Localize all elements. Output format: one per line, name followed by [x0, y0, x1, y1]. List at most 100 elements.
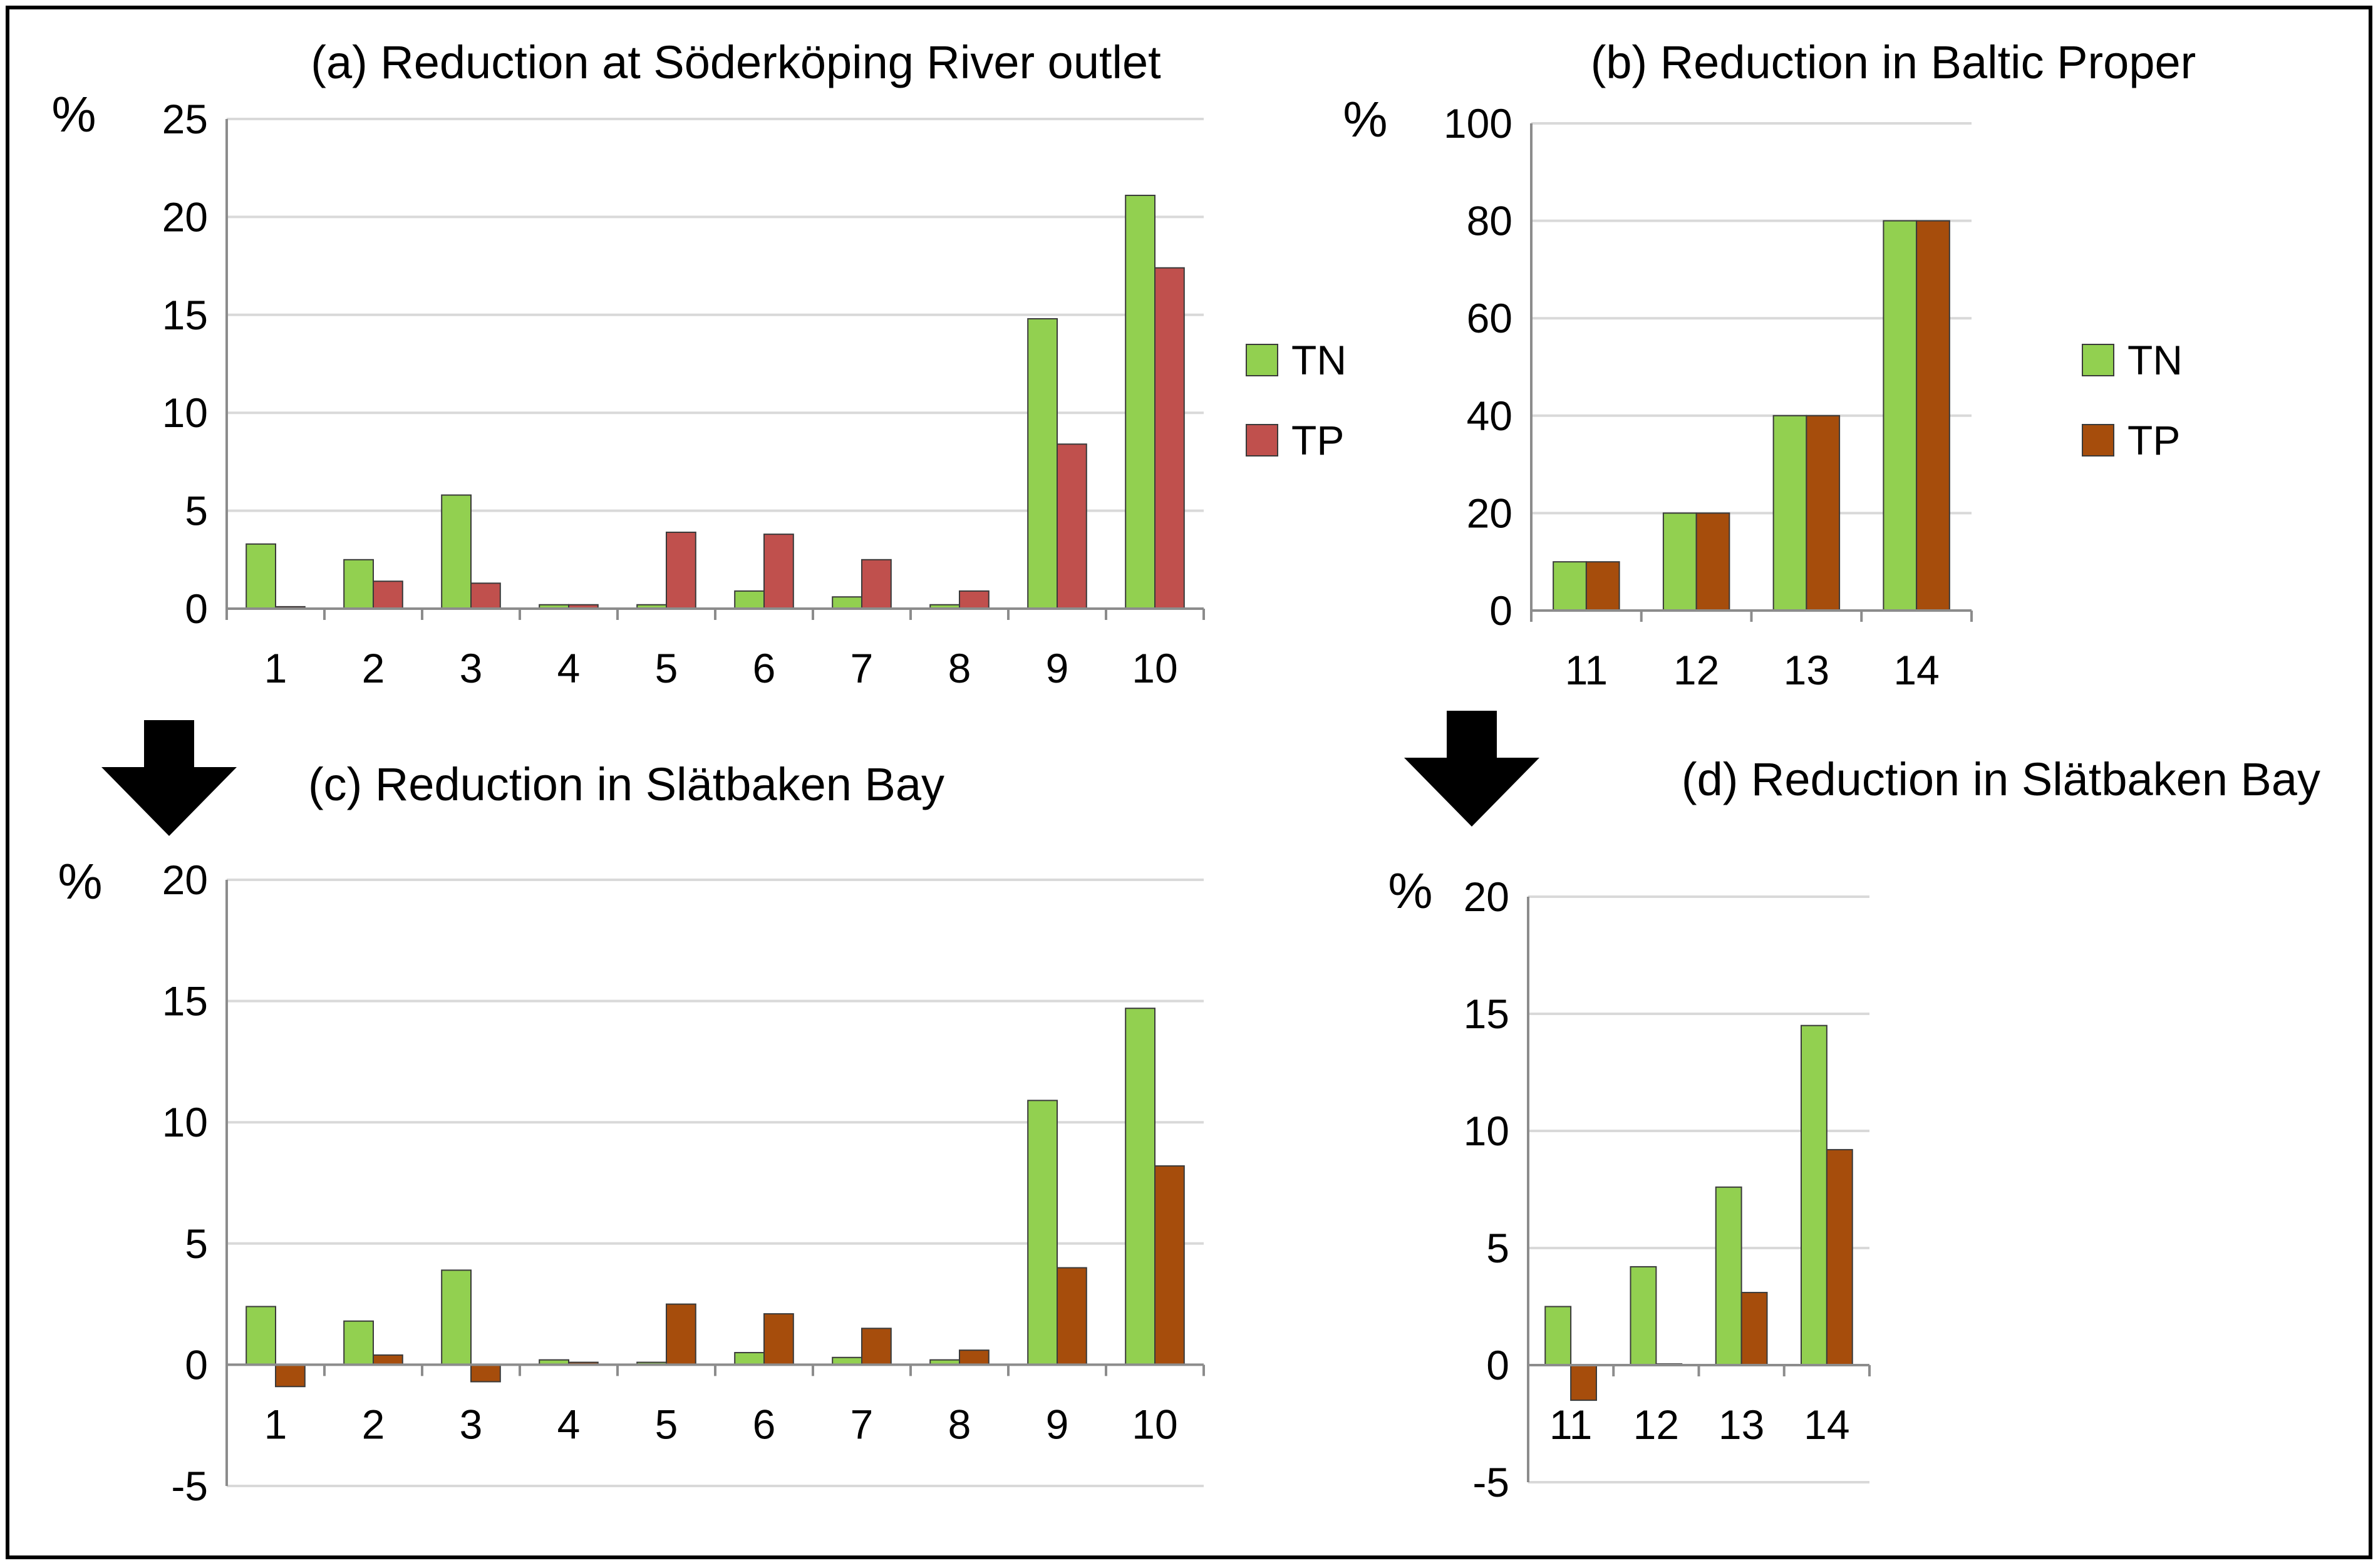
panel-c-x-tick-label: 4: [557, 1401, 581, 1447]
panel-c-y-tick-label: 0: [185, 1341, 208, 1388]
panel-a-x-tick-label: 7: [850, 645, 874, 691]
panel-b-bar-tp: [1695, 512, 1730, 612]
panel-b-bar-tn: [1772, 415, 1807, 611]
panel-d-x-tick-label: 13: [1719, 1401, 1764, 1448]
panel-b-x-tick-label: 12: [1673, 647, 1719, 693]
panel-b-legend-label-tn: TN: [2127, 337, 2183, 383]
panel-a-x-tick-label: 6: [753, 645, 776, 691]
panel-d-x-tick-label: 14: [1804, 1401, 1849, 1448]
panel-b-y-tick-label: 100: [1444, 100, 1512, 147]
panel-a-y-tick-label: 20: [162, 193, 208, 240]
panel-a-x-tick-label: 10: [1132, 645, 1177, 691]
panel-c-bar-tp: [666, 1303, 696, 1366]
panel-a-bar-tn: [1125, 194, 1155, 609]
panel-d-bar-tn: [1630, 1266, 1657, 1366]
panel-a-legend-label-tn: TN: [1291, 337, 1347, 383]
panel-a-bar-tn: [246, 543, 277, 609]
panel-c-y-tick-label: 20: [162, 857, 208, 903]
panel-c-y-tick-label: -5: [171, 1463, 208, 1509]
panel-b-legend-swatch-tp: [2082, 424, 2114, 456]
panel-c-bar-tp: [373, 1354, 403, 1366]
panel-c-x-tick-label: 5: [655, 1401, 678, 1447]
panel-a-y-tick-label: 5: [185, 488, 208, 534]
panel-b-x-tick-label: 13: [1784, 647, 1829, 693]
panel-a-x-tick-label: 4: [557, 645, 581, 691]
panel-a-bar-tn: [1027, 318, 1058, 609]
panel-b-y-tick-label: 80: [1467, 198, 1512, 244]
panel-a-x-tick-label: 5: [655, 645, 678, 691]
panel-d-x-tick-label: 12: [1633, 1401, 1679, 1448]
panel-a-bar-tp: [763, 534, 794, 609]
panel-c-bar-tn: [246, 1306, 277, 1366]
panel-a-bar-tp: [470, 582, 501, 609]
panel-c-bar-tp: [861, 1328, 892, 1366]
panel-a-bar-tp: [959, 590, 990, 610]
panel-a-x-tick-label: 1: [264, 645, 287, 691]
panel-c-x-tick-label: 6: [753, 1401, 776, 1447]
panel-b-y-tick-label: 20: [1467, 490, 1512, 536]
down-arrow-icon: [1404, 711, 1539, 827]
panel-c-y-tick-label: 15: [162, 978, 208, 1024]
panel-d-y-tick-label: -5: [1472, 1459, 1509, 1505]
panel-b-y-tick-label: 0: [1489, 587, 1512, 634]
panel-a-y-tick-label: 0: [185, 585, 208, 632]
panel-c-y-tick-label: 10: [162, 1099, 208, 1145]
panel-a: (a) Reduction at Söderköping River outle…: [51, 36, 1347, 691]
panel-a-y-tick-label: 10: [162, 389, 208, 436]
panel-d-y-tick-label: 10: [1464, 1108, 1509, 1154]
panel-a-legend-swatch-tp: [1246, 424, 1278, 456]
panel-b-bar-tp: [1585, 561, 1620, 612]
panel-c-bar-tp: [1154, 1165, 1185, 1366]
panel-b-title: (b) Reduction in Baltic Proper: [1591, 36, 2196, 88]
panel-b-unit-label: %: [1343, 91, 1387, 147]
panel-c-y-tick-label: 5: [185, 1220, 208, 1267]
panel-b-y-tick-label: 40: [1467, 393, 1512, 439]
panel-c-x-tick-label: 8: [948, 1401, 971, 1447]
panel-c: (c) Reduction in Slätbaken Bay % -5 0 5 10 1…: [58, 758, 1205, 1509]
panel-b-legend-label-tp: TP: [2127, 417, 2180, 463]
panel-a-bar-tp: [861, 559, 892, 609]
panel-a-bar-tn: [441, 494, 472, 609]
panel-d-y-tick-label: 0: [1486, 1342, 1509, 1388]
panel-d-x-tick-label: 11: [1549, 1401, 1593, 1448]
figure-border: [6, 6, 2372, 1559]
panel-b-bar-tp: [1806, 415, 1841, 611]
panel-d-bar-tn: [1801, 1024, 1827, 1366]
panel-d-y-tick-label: 5: [1486, 1225, 1509, 1271]
panel-c-x-tick-label: 9: [1046, 1401, 1069, 1447]
panel-c-bar-tp: [763, 1313, 794, 1366]
panel-c-bar-tn: [1027, 1100, 1058, 1366]
panel-a-bar-tn: [734, 590, 765, 610]
panel-a-x-tick-label: 9: [1046, 645, 1069, 691]
panel-c-x-tick-label: 7: [850, 1401, 874, 1447]
panel-b-bar-tp: [1916, 220, 1950, 612]
panel-a-x-tick-label: 3: [460, 645, 483, 691]
panel-c-x-tick-label: 3: [460, 1401, 483, 1447]
panel-c-bar-tp: [470, 1364, 501, 1383]
panel-c-unit-label: %: [58, 854, 102, 909]
panel-b-y-tick-label: 60: [1467, 295, 1512, 341]
panel-a-bar-tp: [666, 532, 696, 609]
panel-c-bar-tn: [734, 1352, 765, 1366]
panel-c-bar-tp: [275, 1364, 306, 1388]
down-arrow-icon: [101, 720, 237, 836]
panel-a-bar-tn: [343, 559, 375, 609]
panel-c-bar-tn: [343, 1320, 375, 1366]
panel-d-bar-tp: [1740, 1292, 1768, 1366]
panel-c-bar-tn: [441, 1269, 472, 1366]
panel-a-x-tick-label: 8: [948, 645, 971, 691]
panel-b: (b) Reduction in Baltic Proper % 0 20 40 60…: [1343, 36, 2196, 693]
panel-a-bar-tn: [832, 596, 862, 609]
panel-b-bar-tn: [1553, 561, 1587, 612]
panel-a-x-tick-label: 2: [362, 645, 385, 691]
panel-b-x-tick-label: 11: [1565, 647, 1608, 693]
panel-b-bar-tn: [1883, 220, 1918, 612]
panel-a-unit-label: %: [51, 86, 96, 142]
panel-c-bar-tp: [959, 1349, 990, 1366]
panel-c-x-tick-label: 2: [362, 1401, 385, 1447]
panel-c-bar-tp: [1057, 1267, 1087, 1366]
panel-c-x-tick-label: 10: [1132, 1401, 1177, 1447]
panel-c-bar-tn: [1125, 1008, 1155, 1366]
